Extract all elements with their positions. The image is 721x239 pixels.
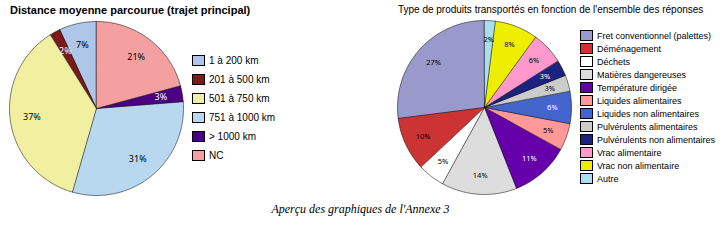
- html-text:Aperçu des graphiques de l'Ann: Aperçu des graphiques de l'Annexe 3: [271, 202, 450, 216]
- svg-text:3%: 3%: [154, 90, 167, 103]
- html-text:Pulvérulents alimentaires: Pulvérulents alimentaires: [596, 121, 698, 132]
- html-text:Fret conventionnel (palettes): Fret conventionnel (palettes): [596, 30, 711, 41]
- svg-text:37%: 37%: [23, 110, 41, 123]
- html-text:Liquides alimentaires: Liquides alimentaires: [596, 95, 682, 106]
- svg-text:11%: 11%: [522, 153, 537, 163]
- html-text:501 à 750 km: 501 à 750 km: [209, 93, 270, 104]
- html-text:Pulvérulents non alimentaires: Pulvérulents non alimentaires: [596, 134, 715, 145]
- html-text:751 à 1000 km: 751 à 1000 km: [209, 112, 276, 123]
- html-text:201 à 500 km: 201 à 500 km: [209, 74, 270, 85]
- html-text:Déménagement: Déménagement: [596, 43, 661, 54]
- html-text:> 1000 km: > 1000 km: [209, 131, 256, 142]
- html-text:Liquides non alimentaires: Liquides non alimentaires: [596, 108, 699, 119]
- html-text:NC: NC: [209, 150, 224, 161]
- svg-text:7%: 7%: [76, 38, 89, 51]
- svg-text:8%: 8%: [504, 39, 515, 49]
- html-text:Déchets: Déchets: [596, 56, 630, 67]
- html-text:Type de produits transportés e: Type de produits transportés en fonction…: [397, 4, 704, 15]
- svg-text:6%: 6%: [547, 102, 558, 112]
- svg-text:5%: 5%: [543, 125, 554, 135]
- html-text:Vrac non alimentaire: Vrac non alimentaire: [596, 160, 680, 171]
- html-text:Autre: Autre: [596, 173, 619, 184]
- html-text:1 à 200 km: 1 à 200 km: [209, 55, 259, 66]
- html-text:Distance moyenne parcourue (tr: Distance moyenne parcourue (trajet princ…: [10, 4, 251, 16]
- svg-text:14%: 14%: [473, 170, 488, 180]
- svg-text:27%: 27%: [426, 57, 441, 67]
- html-text:Matières dangereuses: Matières dangereuses: [596, 69, 686, 80]
- html-text:Vrac alimentaire: Vrac alimentaire: [596, 147, 662, 158]
- svg-text:31%: 31%: [129, 152, 147, 165]
- svg-text:21%: 21%: [127, 50, 145, 63]
- html-text:Température dirigée: Température dirigée: [596, 82, 677, 93]
- svg-text:10%: 10%: [416, 131, 431, 141]
- svg-text:2%: 2%: [483, 34, 494, 44]
- svg-text:3%: 3%: [540, 71, 551, 81]
- svg-text:6%: 6%: [529, 55, 540, 65]
- svg-text:5%: 5%: [438, 156, 449, 166]
- svg-text:3%: 3%: [544, 83, 555, 93]
- svg-text:2%: 2%: [59, 44, 72, 57]
